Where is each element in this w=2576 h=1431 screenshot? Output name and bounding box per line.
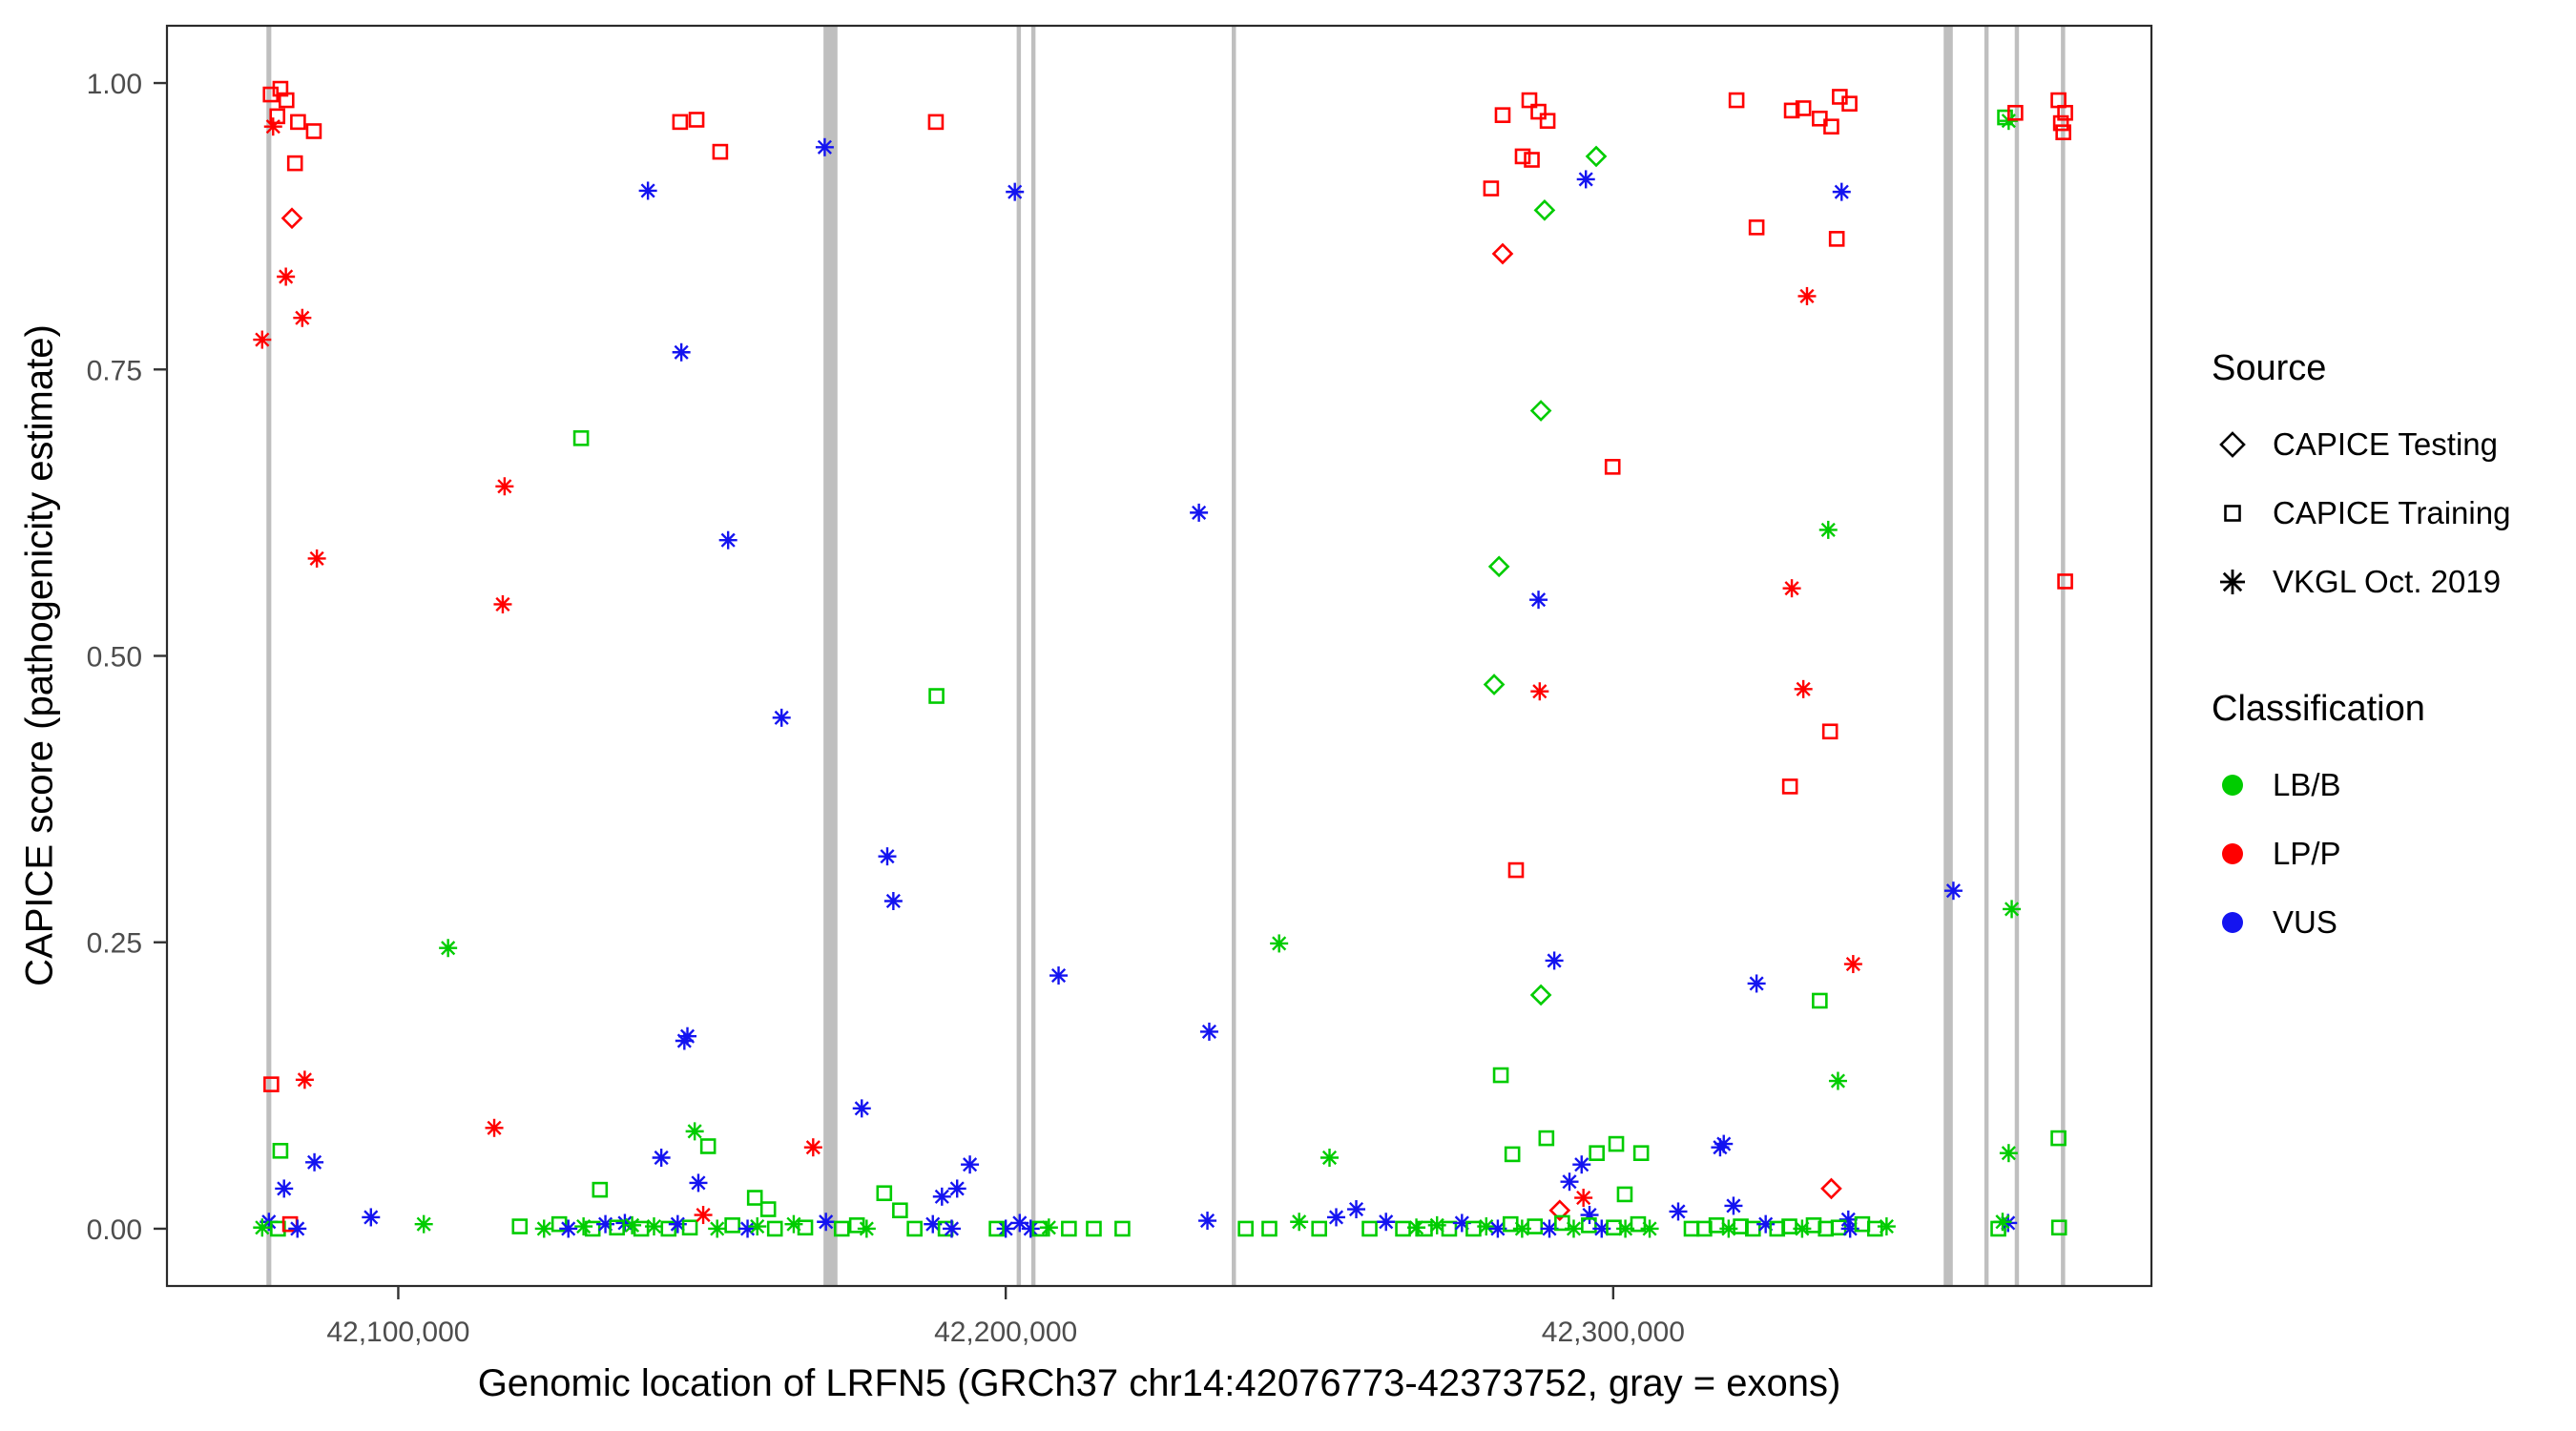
vus-color-dot-icon [2222,912,2243,933]
diamond-icon [2219,431,2246,458]
legend-item-vus: VUS [2212,888,2565,957]
exon-bars [266,26,2066,1286]
panel-background [167,26,2151,1286]
x-axis-title: Genomic location of LRFN5 (GRCh37 chr14:… [477,1362,1841,1404]
legend-source: Source CAPICE Testing CAPICE Training [2212,348,2565,616]
legend-item-vkgl: VKGL Oct. 2019 [2212,548,2565,616]
legend-item-capice-training: CAPICE Training [2212,479,2565,548]
legend-label-lpp: LP/P [2273,836,2341,871]
legend-label-lbb: LB/B [2273,767,2341,802]
y-axis-ticks: 0.00 0.25 0.50 0.75 1.00 [87,69,167,1246]
svg-text:42,300,000: 42,300,000 [1542,1317,1685,1348]
legend-classification-title: Classification [2212,689,2425,729]
legend-label-capice-training: CAPICE Training [2273,495,2511,530]
square-icon [2224,505,2241,522]
legend-label-vkgl: VKGL Oct. 2019 [2273,564,2502,599]
legend-classification: Classification LB/B LP/P VUS [2212,689,2565,957]
svg-text:0.00: 0.00 [87,1214,142,1246]
legend-label-capice-testing: CAPICE Testing [2273,426,2498,462]
legend-item-capice-testing: CAPICE Testing [2212,410,2565,479]
legend-label-vus: VUS [2273,904,2337,940]
legend-item-lpp: LP/P [2212,819,2565,888]
svg-text:0.50: 0.50 [87,642,142,674]
y-axis-title: CAPICE score (pathogenicity estimate) [18,324,61,986]
svg-text:1.00: 1.00 [87,69,142,100]
legend-source-title: Source [2212,348,2327,388]
asterisk-icon [2220,570,2245,594]
svg-text:0.25: 0.25 [87,928,142,960]
x-axis-ticks: 42,100,000 42,200,000 42,300,000 [326,1286,1685,1348]
lpp-color-dot-icon [2222,843,2243,864]
svg-text:42,200,000: 42,200,000 [934,1317,1077,1348]
lbb-color-dot-icon [2222,775,2243,796]
svg-text:42,100,000: 42,100,000 [326,1317,469,1348]
svg-text:0.75: 0.75 [87,355,142,386]
legend-item-lbb: LB/B [2212,751,2565,819]
data-points [253,80,2073,1238]
